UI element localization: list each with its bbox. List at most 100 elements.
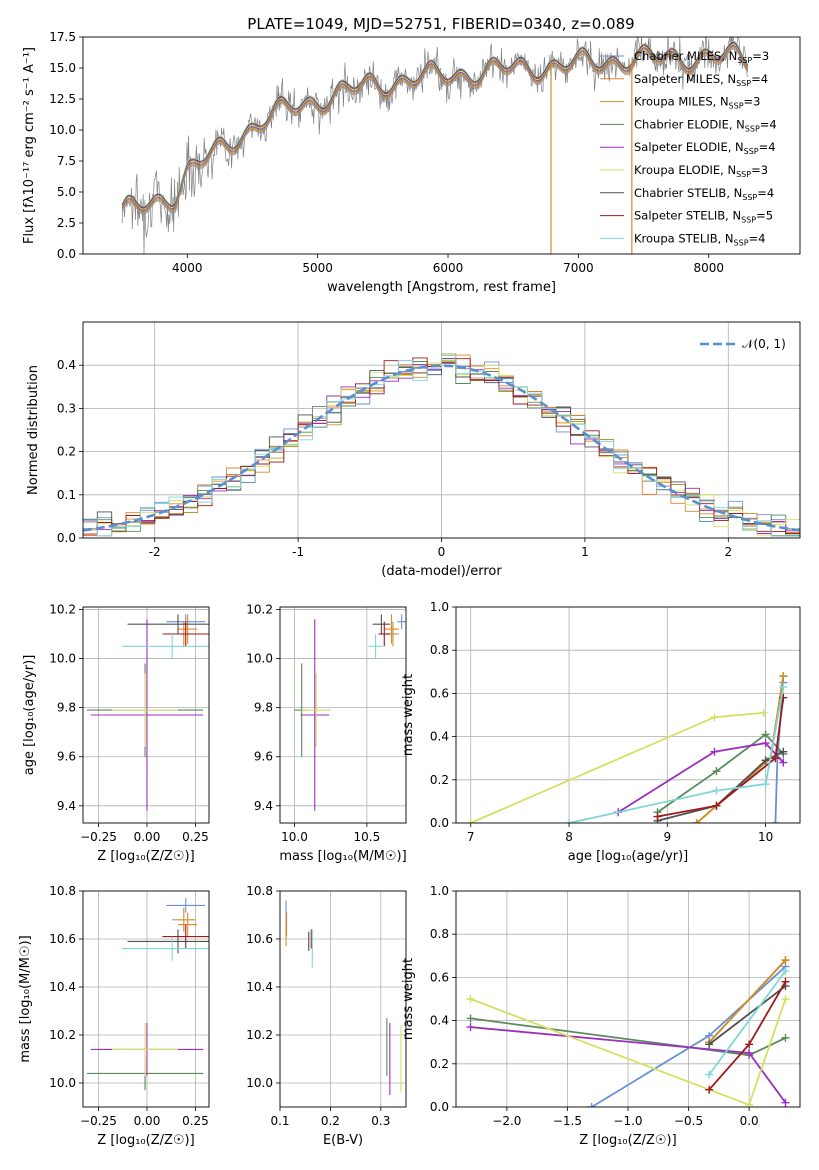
axes-frame: [82, 36, 801, 255]
x-axis-label: Z [log₁₀(Z/Z☉)]: [579, 1133, 676, 1148]
data-point-marker: [779, 682, 788, 691]
data-point-marker: [710, 747, 719, 756]
y-tick-label: 0.0: [57, 247, 76, 261]
y-tick-label: 5.0: [57, 185, 76, 199]
y-tick-label: 9.6: [254, 750, 273, 764]
x-tick-label: 10: [758, 830, 773, 844]
plot-area: [280, 891, 406, 1107]
data-point-marker: [705, 1085, 714, 1094]
data-point-marker: [781, 966, 790, 975]
y-tick-label: 0.1: [57, 488, 76, 502]
legend-entry: Chabrier MILES, NSSP=3: [634, 49, 769, 65]
y-tick-label: 1.0: [430, 884, 449, 898]
data-point-marker: [761, 780, 770, 789]
plot-area: [121, 37, 749, 254]
x-tick-label: 0.00: [134, 1114, 161, 1128]
axes-frame: [455, 890, 801, 1108]
legend-entry: Salpeter STELIB, NSSP=5: [634, 209, 773, 225]
plot-area: [280, 607, 406, 823]
model-line-salpeter-miles: [121, 47, 749, 214]
data-point-marker: [761, 739, 770, 748]
x-tick-label: 7: [467, 830, 475, 844]
y-tick-label: 10.0: [49, 1076, 76, 1090]
x-axis-label: Z [log₁₀(Z/Z☉)]: [97, 849, 194, 864]
y-tick-label: 0.8: [430, 643, 449, 657]
y-tick-label: 9.4: [254, 799, 273, 813]
model-line-chabrier-miles: [121, 48, 749, 215]
y-tick-label: 10.0: [49, 652, 76, 666]
y-tick-label: 9.8: [254, 701, 273, 715]
y-axis-label: Normed distribution: [26, 365, 41, 495]
x-tick-label: 0.0: [740, 1114, 759, 1128]
axes-frame: [82, 606, 210, 824]
legend-entry: Kroupa ELODIE, NSSP=3: [634, 163, 768, 179]
x-tick-label: 7000: [563, 261, 594, 275]
y-tick-label: 15.0: [49, 61, 76, 75]
data-point-marker: [781, 977, 790, 986]
legend-entry: Chabrier STELIB, NSSP=4: [634, 186, 774, 202]
data-point-marker: [710, 713, 719, 722]
y-tick-label: 0.4: [57, 358, 76, 372]
data-point-marker: [781, 956, 790, 965]
y-axis-label: mass [log₁₀(M/M☉)]: [18, 935, 33, 1062]
x-tick-label: −0.5: [674, 1114, 703, 1128]
y-tick-label: 0.2: [430, 773, 449, 787]
y-tick-label: 17.5: [49, 30, 76, 44]
x-tick-label: -2: [149, 545, 161, 559]
x-tick-label: 4000: [172, 261, 203, 275]
plot-area: [83, 607, 209, 823]
series-line-salpeter-elodie: [617, 742, 784, 813]
weight-vs-metallicity-panel: −2.0 −1.5 −1.0 −0.5 0.0 0.0 0.2 0.4 0.6 0.8 1.0 Z […: [401, 884, 801, 1148]
y-tick-label: 0.4: [430, 730, 449, 744]
model-line-chabrier-elodie: [121, 45, 749, 212]
y-tick-label: 10.2: [246, 602, 273, 616]
x-axis-label: wavelength [Angstrom, rest frame]: [327, 280, 556, 295]
y-tick-label: 10.0: [246, 652, 273, 666]
y-axis-label: mass weight: [401, 958, 416, 1040]
mass-vs-metallicity-panel: −0.25 0.00 0.25 10.0 10.2 10.4 10.6 10.8 Z [log₁…: [18, 884, 210, 1148]
data-point-marker: [712, 801, 721, 810]
legend-entry: 𝒩(0, 1): [742, 337, 786, 351]
x-tick-label: -1: [292, 545, 304, 559]
model-line-kroupa-elodie: [121, 43, 749, 210]
legend-entry: Kroupa MILES, NSSP=3: [634, 95, 760, 111]
x-tick-label: 2: [724, 545, 732, 559]
data-point-marker: [745, 1040, 754, 1049]
data-point-marker: [761, 756, 770, 765]
y-tick-label: 10.8: [246, 884, 273, 898]
axes-frame: [82, 890, 210, 1108]
y-axis-label: Flux [fλ10⁻¹⁷ erg cm⁻² s⁻¹ A⁻¹]: [22, 47, 37, 244]
axes-frame: [279, 606, 407, 824]
y-axis-label: mass weight: [401, 674, 416, 756]
y-tick-label: 10.0: [49, 123, 76, 137]
y-tick-label: 0.0: [57, 531, 76, 545]
y-tick-label: 0.3: [57, 401, 76, 415]
data-point-marker: [759, 708, 768, 717]
spectrum-panel: 4000 5000 6000 7000 8000 0.0 2.5 5.0 7.5 10.0 12.5…: [22, 30, 801, 295]
data-point-marker: [771, 819, 780, 823]
age-vs-mass-panel: 10.0 10.5 9.4 9.6 9.8 10.0 10.2 mass [log₁₀(M/M…: [246, 602, 406, 864]
data-point-marker: [779, 758, 788, 767]
y-tick-label: 0.6: [430, 686, 449, 700]
model-line-kroupa-miles: [121, 46, 749, 213]
y-tick-label: 0.4: [430, 1014, 449, 1028]
y-tick-label: 1.0: [430, 600, 449, 614]
x-tick-label: −1.0: [613, 1114, 642, 1128]
y-axis-label: age [log₁₀(age/yr)]: [22, 655, 37, 776]
plot-area: [456, 891, 800, 1107]
data-point-marker: [466, 1014, 475, 1023]
data-point-marker: [565, 819, 574, 823]
x-tick-label: 0.1: [270, 1114, 289, 1128]
model-line-kroupa-stelib: [121, 40, 749, 207]
legend-entry: Salpeter MILES, NSSP=4: [634, 72, 768, 88]
data-point-marker: [781, 1033, 790, 1042]
y-tick-label: 12.5: [49, 92, 76, 106]
series-line-kroupa-miles: [708, 959, 787, 1043]
residuals-panel: -2 -1 0 1 2 0.0 0.1 0.2 0.3 0.4 (data-model)/error…: [26, 321, 801, 579]
y-tick-label: 10.4: [246, 980, 273, 994]
y-tick-label: 10.0: [246, 1076, 273, 1090]
normal-curve: [83, 364, 800, 532]
data-point-marker: [466, 995, 475, 1003]
data-point-marker: [712, 767, 721, 776]
